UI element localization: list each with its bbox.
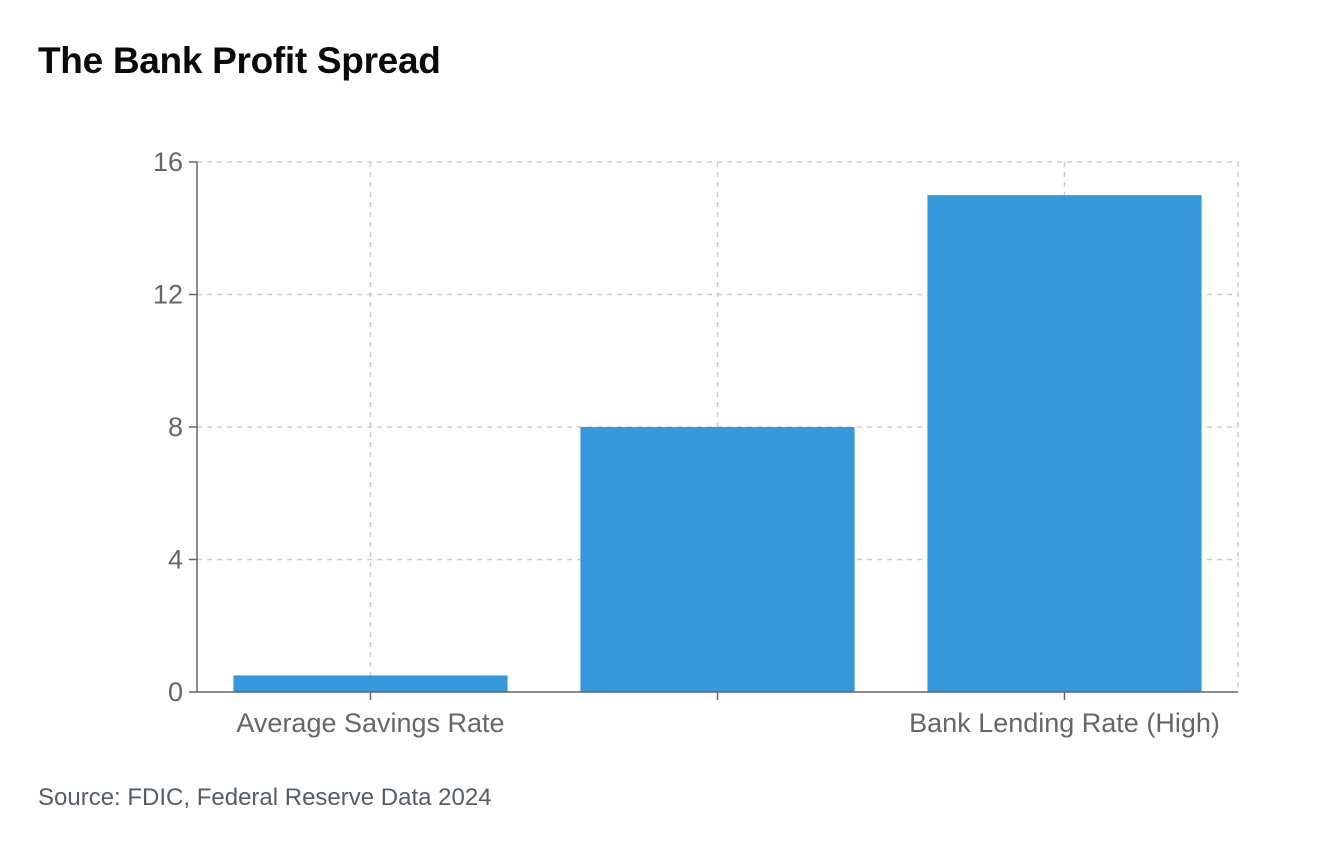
bars [233,195,1202,692]
y-tick-label: 12 [153,280,183,310]
axes [189,161,1238,700]
x-tick-label: Average Savings Rate [236,708,504,738]
y-axis-label: Annual Percentage Ra [73,144,104,426]
labels: 0 4 8 12 16 Average Savings Rate Bank Lending … [73,144,1220,738]
y-tick-label: 4 [168,545,183,575]
bar-0[interactable] [233,675,508,692]
source-note: Source: FDIC, Federal Reserve Data 2024 [38,784,492,811]
bar-2[interactable] [927,195,1202,692]
x-tick-label: Bank Lending Rate (High) [909,708,1220,738]
y-tick-label: 0 [168,677,183,707]
chart-title: The Bank Profit Spread [38,40,441,81]
y-tick-label: 8 [168,412,183,442]
bar-1[interactable] [580,427,855,692]
y-tick-label: 16 [153,147,183,177]
